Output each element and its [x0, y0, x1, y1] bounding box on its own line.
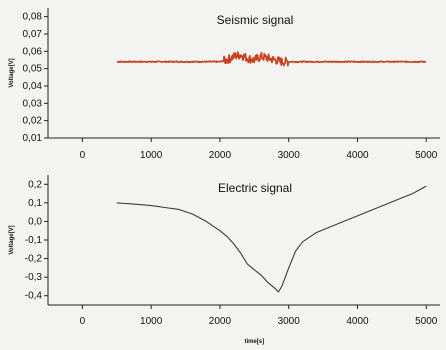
- y-tick-label: 0,05: [23, 64, 43, 75]
- x-tick-label: 2000: [209, 316, 232, 327]
- y-tick-label: 0,04: [23, 81, 43, 92]
- y-tick-label: -0,2: [25, 254, 43, 265]
- x-tick-label: 2000: [209, 150, 232, 161]
- y-tick-label: -0,1: [25, 235, 43, 246]
- seismic-panel: 0,01 0,02 0,03 0,04 0,05 0,06 0,07 0,08 0 1000 200…: [9, 8, 440, 161]
- y-tick-label: 0,08: [23, 12, 43, 23]
- y-tick-label: -0,4: [25, 291, 43, 302]
- series-line-0: [116, 185, 427, 293]
- y-tick-label: 0,01: [23, 133, 43, 144]
- x-tick-label: 4000: [346, 150, 369, 161]
- chart-title: Seismic signal: [217, 13, 294, 27]
- y-tick-label: -0,3: [25, 272, 43, 283]
- x-tick-label: 5000: [415, 316, 438, 327]
- chart-title: Electric signal: [218, 181, 292, 195]
- x-tick-label: 0: [80, 150, 86, 161]
- x-tick-label: 4000: [346, 316, 369, 327]
- y-tick-label: 0,2: [28, 179, 42, 190]
- x-tick-label: 0: [80, 316, 86, 327]
- y-tick-label: 0,07: [23, 29, 43, 40]
- x-tick-label: 1000: [140, 316, 163, 327]
- y-axis-title: Voltage[V]: [9, 225, 15, 254]
- y-tick-label: 0,1: [28, 198, 42, 209]
- x-tick-label: 3000: [278, 150, 301, 161]
- x-tick-label: 3000: [278, 316, 301, 327]
- y-tick-label: 0,03: [23, 98, 43, 109]
- y-tick-label: 0,06: [23, 46, 43, 57]
- x-tick-label: 1000: [140, 150, 163, 161]
- x-tick-label: 5000: [415, 150, 438, 161]
- x-axis-title: time[s]: [244, 339, 264, 345]
- y-tick-label: 0,02: [23, 116, 43, 127]
- y-tick-label: 0,0: [28, 216, 42, 227]
- y-axis-title: Voltage[V]: [9, 58, 15, 87]
- series-line-0: [116, 51, 427, 67]
- electric-panel: -0,4 -0,3 -0,2 -0,1 0,0 0,1 0,2 0 1000 2000 3000 40…: [9, 175, 440, 345]
